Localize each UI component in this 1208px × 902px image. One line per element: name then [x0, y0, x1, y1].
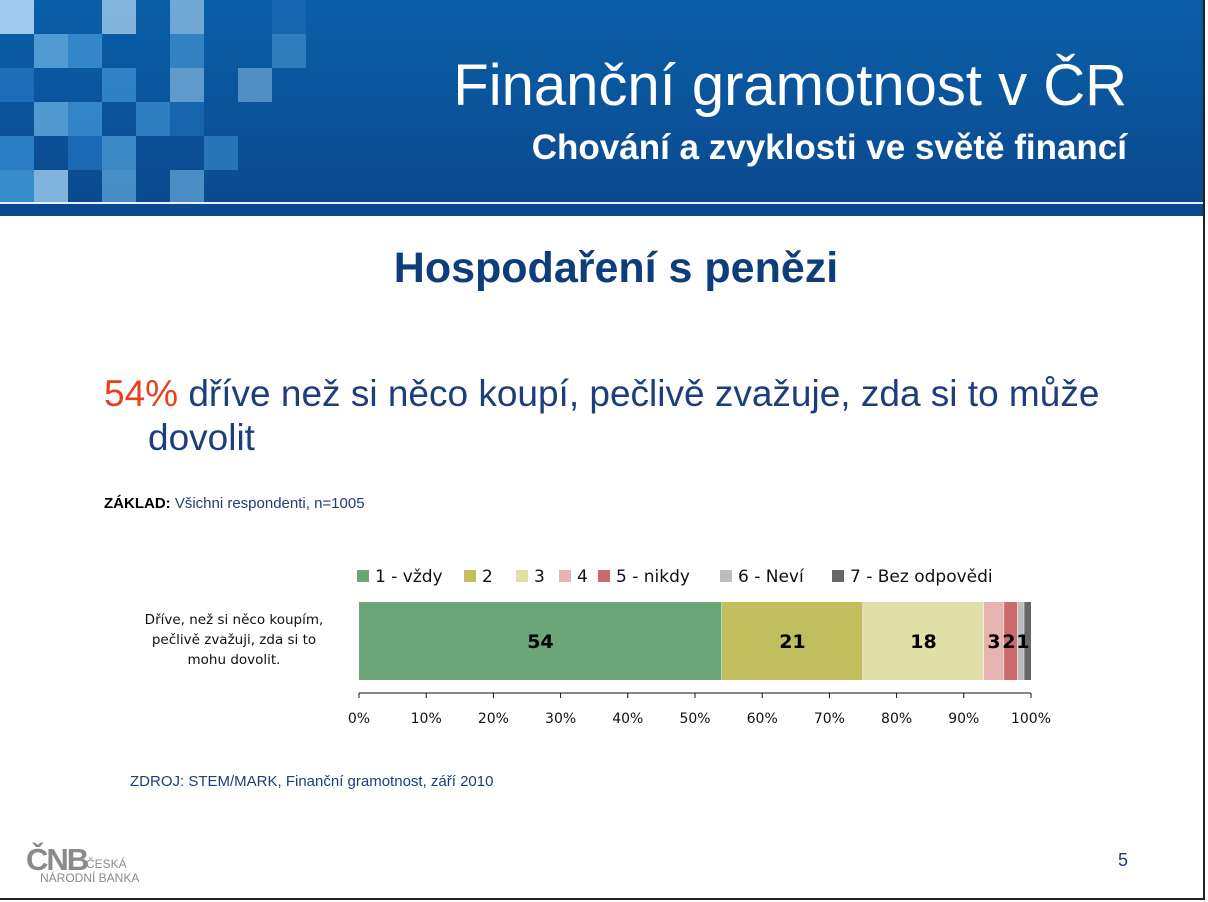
base-label: ZÁKLAD:: [104, 495, 171, 512]
mosaic-tile: [0, 136, 34, 170]
mosaic-tile: [0, 170, 34, 204]
x-tick-label: 30%: [545, 711, 576, 727]
base-note: ZÁKLAD: Všichni respondenti, n=1005: [104, 495, 365, 512]
header-divider: [0, 202, 1203, 204]
legend-swatch: [598, 570, 610, 582]
bar-segment: [863, 602, 984, 680]
legend-label: 5 - nikdy: [616, 567, 690, 587]
header-banner: Finanční gramotnost v ČR Chování a zvykl…: [0, 0, 1203, 216]
legend-label: 1 - vždy: [375, 567, 443, 587]
legend-label: 6 - Neví: [738, 567, 805, 587]
mosaic-tile: [170, 0, 204, 34]
source-note: ZDROJ: STEM/MARK, Finanční gramotnost, z…: [130, 773, 494, 790]
data-label: 3: [987, 631, 1000, 653]
page-number: 5: [1118, 850, 1129, 870]
x-tick-label: 90%: [948, 711, 979, 727]
data-label: 1: [1016, 631, 1029, 653]
legend-swatch: [516, 570, 528, 582]
mosaic-tile: [272, 34, 306, 68]
stacked-bar-chart: 1 - vždy 2 3 4 5 - nikdy 6 - Neví 7 - Bez odpo…: [145, 567, 1051, 727]
x-tick-label: 60%: [747, 711, 778, 727]
bar-segment: [1017, 602, 1025, 680]
x-tick-label: 10%: [411, 711, 442, 727]
mosaic-tile: [68, 102, 102, 136]
cnb-logo: ČNB ČESKÁ NÁRODNÍ BANKA: [26, 841, 139, 885]
legend-swatch: [464, 570, 476, 582]
mosaic-tile: [170, 34, 204, 68]
legend-label: 7 - Bez odpovědi: [850, 567, 993, 587]
mosaic-tile: [34, 34, 68, 68]
mosaic-tile: [102, 68, 136, 102]
mosaic-tile: [0, 0, 34, 34]
legend-label: 4: [577, 567, 588, 587]
x-tick-label: 20%: [478, 711, 509, 727]
mosaic-tile: [102, 136, 136, 170]
bar-segment: [721, 602, 863, 680]
mosaic-tile: [170, 68, 204, 102]
mosaic-tile: [272, 0, 306, 34]
logo-line2: NÁRODNÍ BANKA: [40, 870, 139, 885]
mosaic-tile: [0, 68, 34, 102]
data-label: 2: [1002, 631, 1015, 653]
legend-label: 3: [534, 567, 545, 587]
x-tick-label: 0%: [348, 711, 370, 727]
category-label: pečlivě zvažuji, zda si to: [152, 632, 316, 648]
mosaic-tile: [238, 68, 272, 102]
data-label: 21: [779, 631, 805, 653]
x-tick-label: 70%: [814, 711, 845, 727]
mosaic-tile: [136, 102, 170, 136]
headline-text: dříve než si něco koupí, pečlivě zvažuje…: [148, 373, 1100, 458]
mosaic-tile: [68, 34, 102, 68]
mosaic-tile: [170, 170, 204, 204]
x-tick-label: 40%: [612, 711, 643, 727]
headline-percent: 54%: [104, 373, 179, 414]
mosaic-tile: [34, 102, 68, 136]
legend-swatch: [357, 570, 369, 582]
bar-segment: [1004, 602, 1018, 680]
mosaic-tile: [204, 136, 238, 170]
mosaic-tile: [102, 170, 136, 204]
bar-segment: [359, 602, 722, 680]
slide-title: Finanční gramotnost v ČR: [453, 53, 1127, 118]
x-tick-label: 50%: [679, 711, 710, 727]
x-tick-label: 80%: [881, 711, 912, 727]
section-title: Hospodaření s penězi: [393, 244, 839, 292]
headline: 54% dříve než si něco koupí, pečlivě zva…: [104, 372, 1148, 460]
bar-segment: [983, 602, 1005, 680]
logo-mark: ČNB: [26, 841, 88, 877]
mosaic-tile: [34, 170, 68, 204]
bar-segment: [1024, 602, 1031, 680]
category-label: Dříve, než si něco koupím,: [145, 612, 324, 628]
mosaic-tile: [68, 136, 102, 170]
legend-label: 2: [482, 567, 493, 587]
mosaic-tile: [102, 0, 136, 34]
legend-swatch: [720, 570, 732, 582]
legend-swatch: [559, 570, 571, 582]
legend-swatch: [832, 570, 844, 582]
x-tick-label: 100%: [1011, 711, 1051, 727]
category-label: mohu dovolit.: [188, 652, 281, 668]
data-label: 18: [910, 631, 936, 653]
slide-subtitle: Chování a zvyklosti ve světě financí: [531, 128, 1127, 167]
data-label: 54: [527, 631, 553, 653]
mosaic-tile: [170, 102, 204, 136]
decorative-mosaic: [0, 0, 400, 204]
base-text: Všichni respondenti, n=1005: [170, 495, 365, 512]
logo-line1: ČESKÁ: [86, 856, 127, 871]
